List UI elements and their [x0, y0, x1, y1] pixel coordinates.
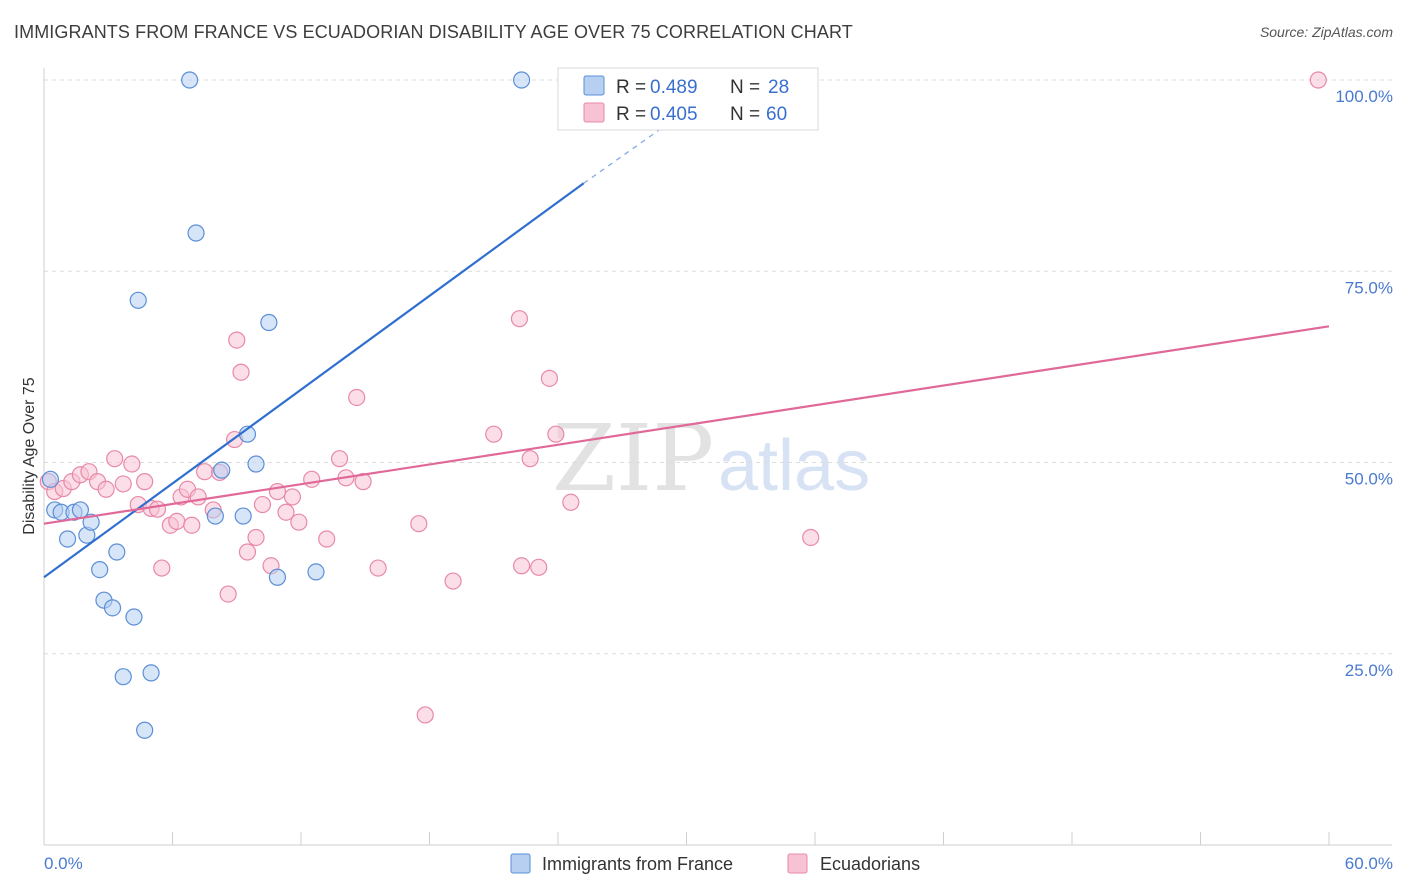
- ecuadorian-data-point: [232, 363, 250, 381]
- france-data-point: [247, 455, 265, 473]
- y-tick-label: 100.0%: [1335, 87, 1393, 106]
- ecuadorian-data-point: [106, 450, 124, 468]
- france-data-point: [58, 530, 77, 548]
- ecuadorian-data-point: [219, 585, 237, 603]
- ecuadorian-data-point: [183, 516, 201, 534]
- france-data-point: [114, 668, 132, 686]
- legend-swatch-france: [510, 853, 531, 874]
- ecuadorian-data-point: [530, 558, 548, 576]
- ecuadorian-data-point: [410, 515, 428, 533]
- chart-title: IMMIGRANTS FROM FRANCE VS ECUADORIAN DIS…: [14, 22, 853, 42]
- ecuadorian-data-point: [97, 480, 115, 498]
- ecuadorian-data-point: [547, 425, 565, 443]
- legend-swatch-blue: [583, 75, 605, 96]
- ecuadorian-trend-line: [43, 325, 1330, 525]
- y-tick-label: 25.0%: [1345, 661, 1393, 680]
- series-legend: Immigrants from France Ecuadorians: [510, 853, 920, 874]
- ecuadorian-data-point: [136, 473, 154, 491]
- ecuadorian-data-point: [540, 369, 559, 387]
- legend-label-ecuadorians: Ecuadorians: [820, 854, 920, 874]
- source-label: Source: ZipAtlas.com: [1259, 24, 1393, 40]
- ecuadorian-data-point: [277, 503, 295, 521]
- ecuadorian-data-point: [369, 559, 387, 577]
- ecuadorian-data-point: [253, 495, 272, 514]
- series-ecuadorians-points: [39, 71, 1327, 724]
- watermark-atlas: atlas: [718, 426, 870, 506]
- legend-r-value: 0.489: [650, 77, 698, 98]
- france-data-point: [260, 313, 278, 332]
- france-data-point: [234, 507, 252, 525]
- france-data-point: [41, 470, 60, 488]
- series-france-points: [41, 71, 531, 739]
- ecuadorian-data-point: [123, 455, 141, 473]
- x-tick-label-max: 60.0%: [1345, 854, 1393, 873]
- france-data-point: [187, 224, 205, 242]
- legend-n-value: 28: [768, 77, 789, 98]
- x-tick-label-min: 0.0%: [44, 854, 83, 873]
- ecuadorian-data-point: [153, 559, 171, 577]
- ecuadorian-data-point: [512, 557, 531, 575]
- ecuadorian-data-point: [1309, 71, 1327, 89]
- legend-swatch-pink: [583, 102, 605, 123]
- legend-r-label: R =: [616, 104, 646, 125]
- y-tick-label: 75.0%: [1345, 278, 1393, 297]
- ecuadorian-data-point: [444, 572, 462, 590]
- france-data-point: [181, 71, 199, 89]
- ecuadorian-data-point: [416, 706, 434, 724]
- france-data-point: [108, 543, 126, 561]
- france-trend-line: [43, 182, 585, 579]
- y-tick-label: 50.0%: [1345, 470, 1393, 489]
- y-tick-labels: 25.0% 50.0% 75.0% 100.0%: [1335, 87, 1393, 680]
- france-data-point: [213, 461, 231, 479]
- ecuadorian-data-point: [348, 388, 366, 407]
- france-data-point: [512, 71, 531, 89]
- x-ticks: [172, 832, 1330, 845]
- ecuadorian-data-point: [168, 512, 186, 531]
- ecuadorian-data-point: [238, 543, 257, 561]
- legend-label-france: Immigrants from France: [542, 854, 733, 874]
- france-data-point: [307, 563, 325, 581]
- france-data-point: [268, 568, 287, 586]
- ecuadorian-data-point: [196, 463, 214, 481]
- ecuadorian-data-point: [802, 528, 820, 547]
- ecuadorian-data-point: [303, 470, 321, 488]
- watermark-zip: ZIP: [552, 405, 714, 512]
- legend-swatch-ecuadorians: [787, 853, 808, 874]
- france-data-point: [142, 664, 160, 682]
- legend-n-value: 60: [766, 104, 787, 125]
- ecuadorian-data-point: [283, 488, 302, 506]
- y-axis-label: Disability Age Over 75: [21, 377, 38, 535]
- france-data-point: [129, 291, 147, 309]
- ecuadorian-data-point: [562, 493, 580, 511]
- ecuadorian-data-point: [114, 475, 132, 493]
- ecuadorian-data-point: [228, 331, 246, 349]
- ecuadorian-data-point: [247, 528, 265, 547]
- ecuadorian-data-point: [318, 530, 336, 548]
- ecuadorian-data-point: [290, 513, 308, 531]
- legend-n-label: N =: [730, 104, 760, 125]
- france-data-point: [125, 608, 143, 626]
- france-data-point: [103, 599, 122, 617]
- ecuadorian-data-point: [521, 450, 539, 468]
- france-data-point: [136, 721, 154, 739]
- ecuadorian-data-point: [189, 488, 207, 506]
- legend-r-value: 0.405: [650, 104, 698, 125]
- ecuadorian-data-point: [510, 310, 529, 328]
- france-data-point: [91, 560, 109, 579]
- legend-n-label: N =: [730, 77, 760, 98]
- ecuadorian-data-point: [148, 500, 167, 518]
- axes: [43, 68, 1392, 846]
- legend-r-label: R =: [616, 77, 646, 98]
- france-data-point: [206, 507, 224, 525]
- ecuadorian-data-point: [485, 425, 503, 443]
- ecuadorian-data-point: [330, 450, 349, 468]
- correlation-legend: R = 0.489 N = 28 R = 0.405 N = 60: [557, 67, 819, 131]
